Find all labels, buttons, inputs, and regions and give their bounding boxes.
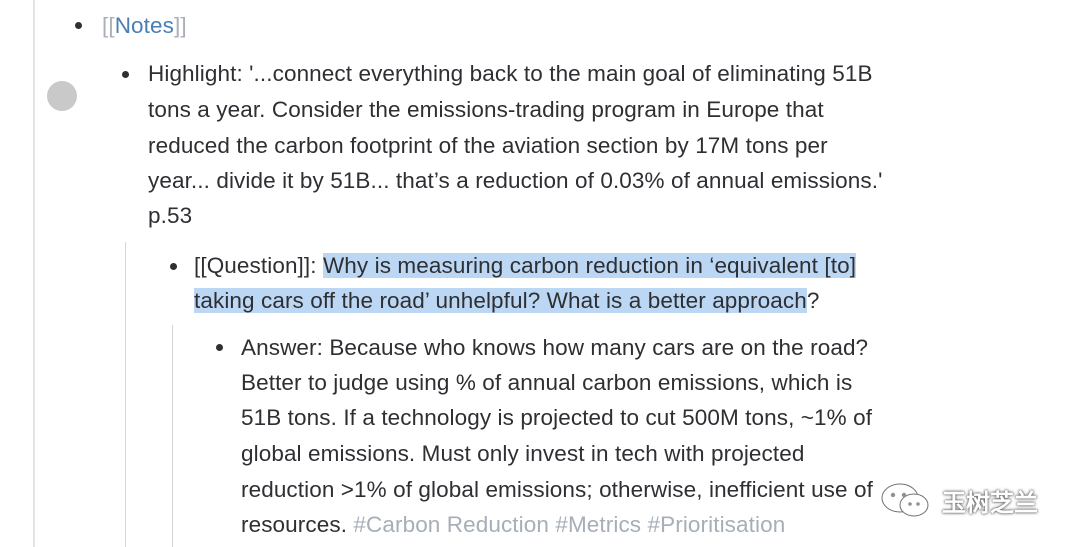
notes-bullet[interactable] <box>75 22 82 29</box>
question-line-2-rest: ? <box>806 288 820 313</box>
answer-line-5: reduction >1% of global emissions; other… <box>241 477 873 502</box>
page-left-rule <box>33 0 35 547</box>
notes-open-bracket: [[ <box>102 13 115 38</box>
question-line-1: [[Question]]: Why is measuring carbon re… <box>194 248 857 284</box>
indent-guide-level-3 <box>172 325 173 547</box>
answer-last-text: resources. <box>241 512 348 537</box>
question-line-2: taking cars off the road’ unhelpful? Wha… <box>194 283 819 319</box>
question-prefix[interactable]: [[Question]]: <box>194 253 323 278</box>
highlight-line-4: year... divide it by 51B... that’s a red… <box>148 168 883 193</box>
answer-line-3: 51B tons. If a technology is projected t… <box>241 405 873 430</box>
answer-bullet[interactable] <box>216 344 223 351</box>
highlight-bullet[interactable] <box>122 71 129 78</box>
block-drag-handle[interactable] <box>47 81 77 111</box>
answer-line-2: Better to judge using % of annual carbon… <box>241 370 853 395</box>
watermark: 玉树芝兰 <box>878 480 1038 520</box>
notes-line: [[Notes]] <box>102 8 187 44</box>
tag-metrics[interactable]: #Metrics <box>555 512 642 537</box>
watermark-text: 玉树芝兰 <box>942 488 1038 517</box>
notes-close-bracket: ]] <box>173 13 187 38</box>
answer-line-4: global emissions. Must only invest in te… <box>241 441 805 466</box>
tag-prioritisation[interactable]: #Prioritisation <box>647 512 786 537</box>
highlight-line-2: tons a year. Consider the emissions-trad… <box>148 97 824 122</box>
indent-guide-level-2 <box>125 242 126 547</box>
question-selected-text-2: taking cars off the road’ unhelpful? Wha… <box>194 288 807 313</box>
answer-line-1: Answer: Because who knows how many cars … <box>241 335 869 360</box>
highlight-line-1: Highlight: '...connect everything back t… <box>148 61 873 86</box>
notes-page-link[interactable]: Notes <box>114 13 174 38</box>
question-selected-text-1: Why is measuring carbon reduction in ‘eq… <box>322 253 857 278</box>
highlight-line-5: p.53 <box>148 203 193 228</box>
answer-line-6: resources. #Carbon Reduction #Metrics #P… <box>241 507 785 543</box>
tag-carbon-reduction[interactable]: #Carbon Reduction <box>353 512 549 537</box>
highlight-line-3: reduced the carbon footprint of the avia… <box>148 133 828 158</box>
question-bullet[interactable] <box>170 263 177 270</box>
wechat-icon <box>880 482 929 517</box>
